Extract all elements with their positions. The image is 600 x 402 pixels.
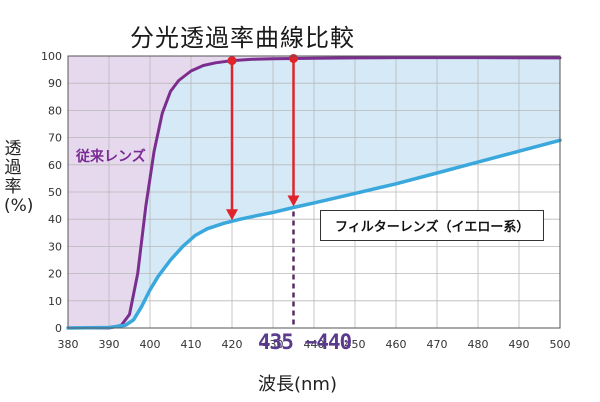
y-tick-label-100: 100 [41, 50, 62, 63]
x-tick-label-440: 440 [304, 338, 325, 351]
arrow-head-435 [287, 195, 300, 207]
y-tick-label-80: 80 [48, 104, 62, 117]
x-tick-label-420: 420 [222, 338, 243, 351]
y-tick-label-20: 20 [48, 268, 62, 281]
y-tick-label-40: 40 [48, 213, 62, 226]
x-tick-label-500: 500 [550, 338, 571, 351]
y-tick-label-0: 0 [55, 322, 62, 335]
x-tick-label-430: 430 [263, 338, 284, 351]
wavelength-range-label: 435 −440 [258, 330, 352, 354]
chart-title: 分光透過率曲線比較 [130, 24, 355, 52]
y-tick-label-10: 10 [48, 295, 62, 308]
x-tick-label-400: 400 [140, 338, 161, 351]
legend-filter-lens: フィルターレンズ（イエロー系） [320, 210, 545, 241]
x-tick-label-410: 410 [181, 338, 202, 351]
x-tick-label-380: 380 [58, 338, 79, 351]
series-line-0 [66, 56, 562, 330]
x-tick-label-470: 470 [427, 338, 448, 351]
x-axis-label: 波長(nm) [258, 374, 337, 395]
y-tick-label-60: 60 [48, 159, 62, 172]
y-tick-label-30: 30 [48, 240, 62, 253]
x-tick-label-390: 390 [99, 338, 120, 351]
x-tick-label-490: 490 [509, 338, 530, 351]
legend-conventional-lens: 従来レンズ [76, 149, 146, 165]
y-tick-label-90: 90 [48, 77, 62, 90]
x-tick-label-480: 480 [468, 338, 489, 351]
series-line-1 [66, 138, 562, 330]
x-tick-label-460: 460 [386, 338, 407, 351]
x-tick-label-450: 450 [345, 338, 366, 351]
plot-border [67, 55, 561, 329]
arrow-head-420 [226, 209, 238, 221]
y-tick-label-70: 70 [48, 132, 62, 145]
y-axis-label-text: 透過率(%) [4, 139, 34, 216]
y-tick-label-50: 50 [48, 186, 62, 199]
y-axis-label: 透過率(%) [2, 139, 34, 216]
